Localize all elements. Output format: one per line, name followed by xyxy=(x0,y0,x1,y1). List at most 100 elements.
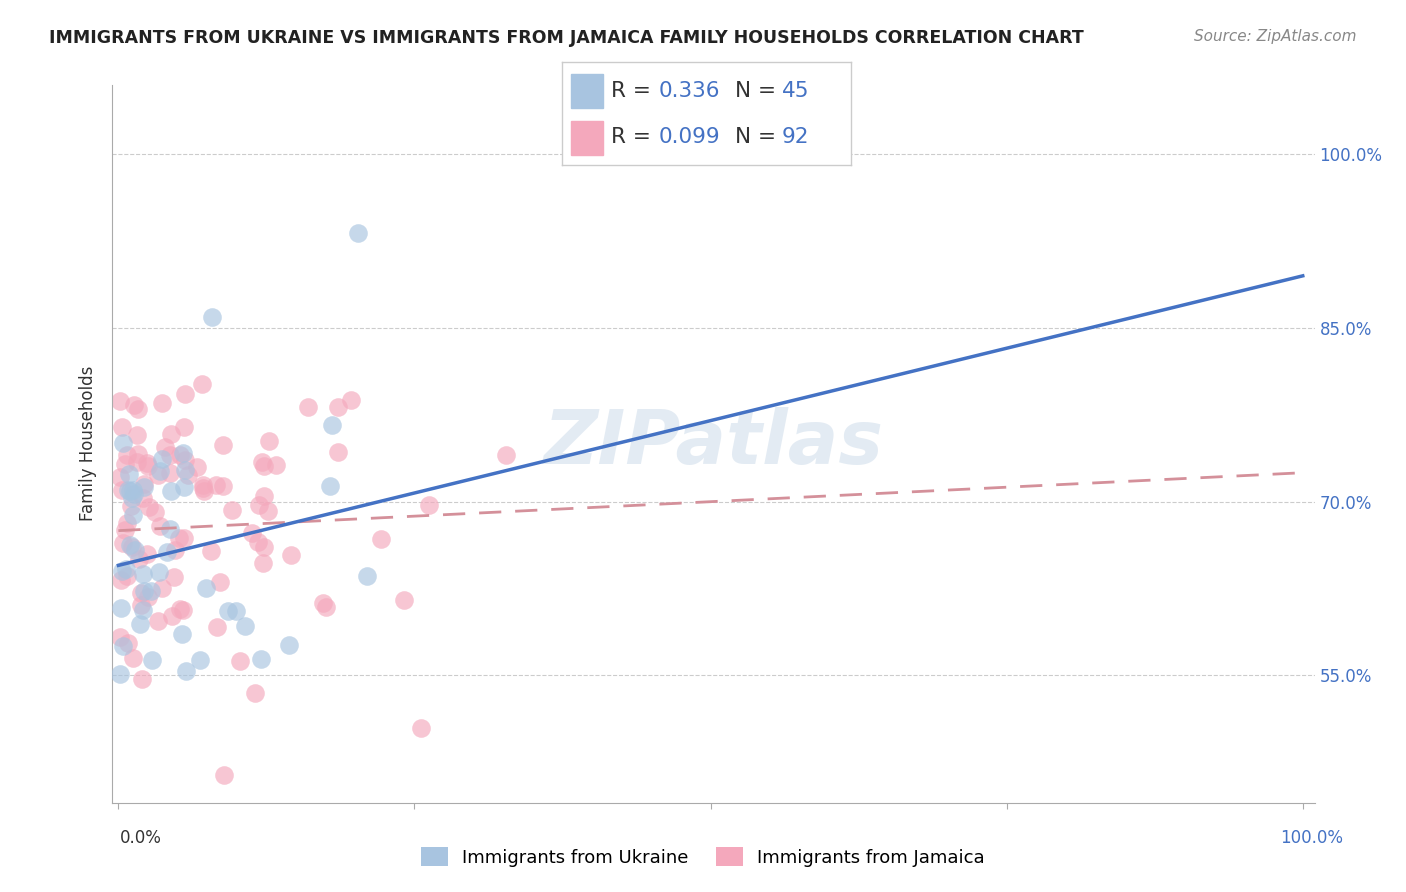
Point xyxy=(131,491,153,505)
Text: 0.0%: 0.0% xyxy=(120,829,162,847)
Point xyxy=(208,574,231,589)
Point xyxy=(149,464,172,478)
Point xyxy=(127,454,149,468)
Point xyxy=(111,639,134,653)
Point xyxy=(321,417,343,432)
Point xyxy=(205,620,228,634)
Point xyxy=(200,544,222,558)
Point xyxy=(134,479,156,493)
Point xyxy=(247,498,270,512)
Point xyxy=(121,540,143,554)
Point xyxy=(131,673,153,687)
Point xyxy=(250,455,273,469)
Point xyxy=(108,631,131,645)
Bar xyxy=(571,74,603,108)
Point xyxy=(159,466,181,480)
Point xyxy=(253,490,276,504)
Text: 0.336: 0.336 xyxy=(659,80,720,101)
Point xyxy=(138,500,160,515)
Bar xyxy=(571,121,603,155)
Point xyxy=(172,446,194,460)
Point xyxy=(193,478,215,492)
Point xyxy=(134,584,156,599)
Point xyxy=(326,400,349,414)
Point xyxy=(138,590,160,604)
Point xyxy=(108,667,131,681)
Point xyxy=(118,467,141,481)
Text: ZIPatlas: ZIPatlas xyxy=(544,408,883,480)
Point xyxy=(256,503,278,517)
Point xyxy=(148,566,170,580)
Point xyxy=(326,444,349,458)
Point xyxy=(186,459,208,474)
Point xyxy=(111,536,134,550)
Point xyxy=(193,484,215,499)
Point xyxy=(212,479,235,493)
Point xyxy=(160,484,183,499)
Point xyxy=(418,498,440,512)
Point xyxy=(111,419,134,434)
Point xyxy=(149,519,172,533)
Point xyxy=(235,619,257,633)
Point xyxy=(221,503,243,517)
Y-axis label: Family Households: Family Households xyxy=(79,366,97,522)
Legend: Immigrants from Ukraine, Immigrants from Jamaica: Immigrants from Ukraine, Immigrants from… xyxy=(413,840,993,874)
Point xyxy=(172,627,194,641)
Point xyxy=(297,401,319,415)
Point xyxy=(150,452,173,467)
Point xyxy=(136,459,159,474)
Point xyxy=(169,448,191,462)
Text: 100.0%: 100.0% xyxy=(1279,829,1343,847)
Point xyxy=(112,436,135,450)
Point xyxy=(246,535,269,549)
Point xyxy=(111,564,134,578)
Point xyxy=(339,392,361,407)
Point xyxy=(163,543,186,558)
Point xyxy=(173,419,195,434)
Point xyxy=(136,456,159,470)
Point xyxy=(495,448,517,462)
Text: R =: R = xyxy=(612,80,658,101)
Point xyxy=(139,583,162,598)
Point xyxy=(204,478,226,492)
Point xyxy=(115,448,138,462)
Point xyxy=(169,602,191,616)
Point xyxy=(173,463,195,477)
Text: 92: 92 xyxy=(782,127,808,147)
Point xyxy=(132,566,155,581)
Point xyxy=(132,603,155,617)
Point xyxy=(174,452,197,467)
Point xyxy=(121,491,143,505)
Point xyxy=(120,499,142,513)
Point xyxy=(110,601,132,615)
Point xyxy=(160,609,183,624)
Text: R =: R = xyxy=(612,127,658,147)
Point xyxy=(132,477,155,491)
Point xyxy=(120,538,142,552)
Point xyxy=(124,543,146,558)
Point xyxy=(280,548,302,562)
Point xyxy=(108,470,131,484)
Point xyxy=(212,768,235,782)
Point xyxy=(156,545,179,559)
Point xyxy=(127,447,149,461)
Point xyxy=(121,650,143,665)
Point xyxy=(127,402,149,417)
Point xyxy=(163,570,186,584)
Point xyxy=(312,596,335,610)
Point xyxy=(315,600,337,615)
Point xyxy=(356,569,378,583)
Point xyxy=(159,448,181,462)
Point xyxy=(114,457,136,471)
Point xyxy=(250,652,273,666)
Text: Source: ZipAtlas.com: Source: ZipAtlas.com xyxy=(1194,29,1357,44)
Point xyxy=(115,516,138,530)
Point xyxy=(129,586,152,600)
Point xyxy=(252,556,274,570)
Point xyxy=(129,598,152,612)
Point xyxy=(176,468,198,483)
Point xyxy=(188,653,211,667)
Point xyxy=(278,638,301,652)
Point xyxy=(240,526,263,541)
Text: 45: 45 xyxy=(782,80,808,101)
